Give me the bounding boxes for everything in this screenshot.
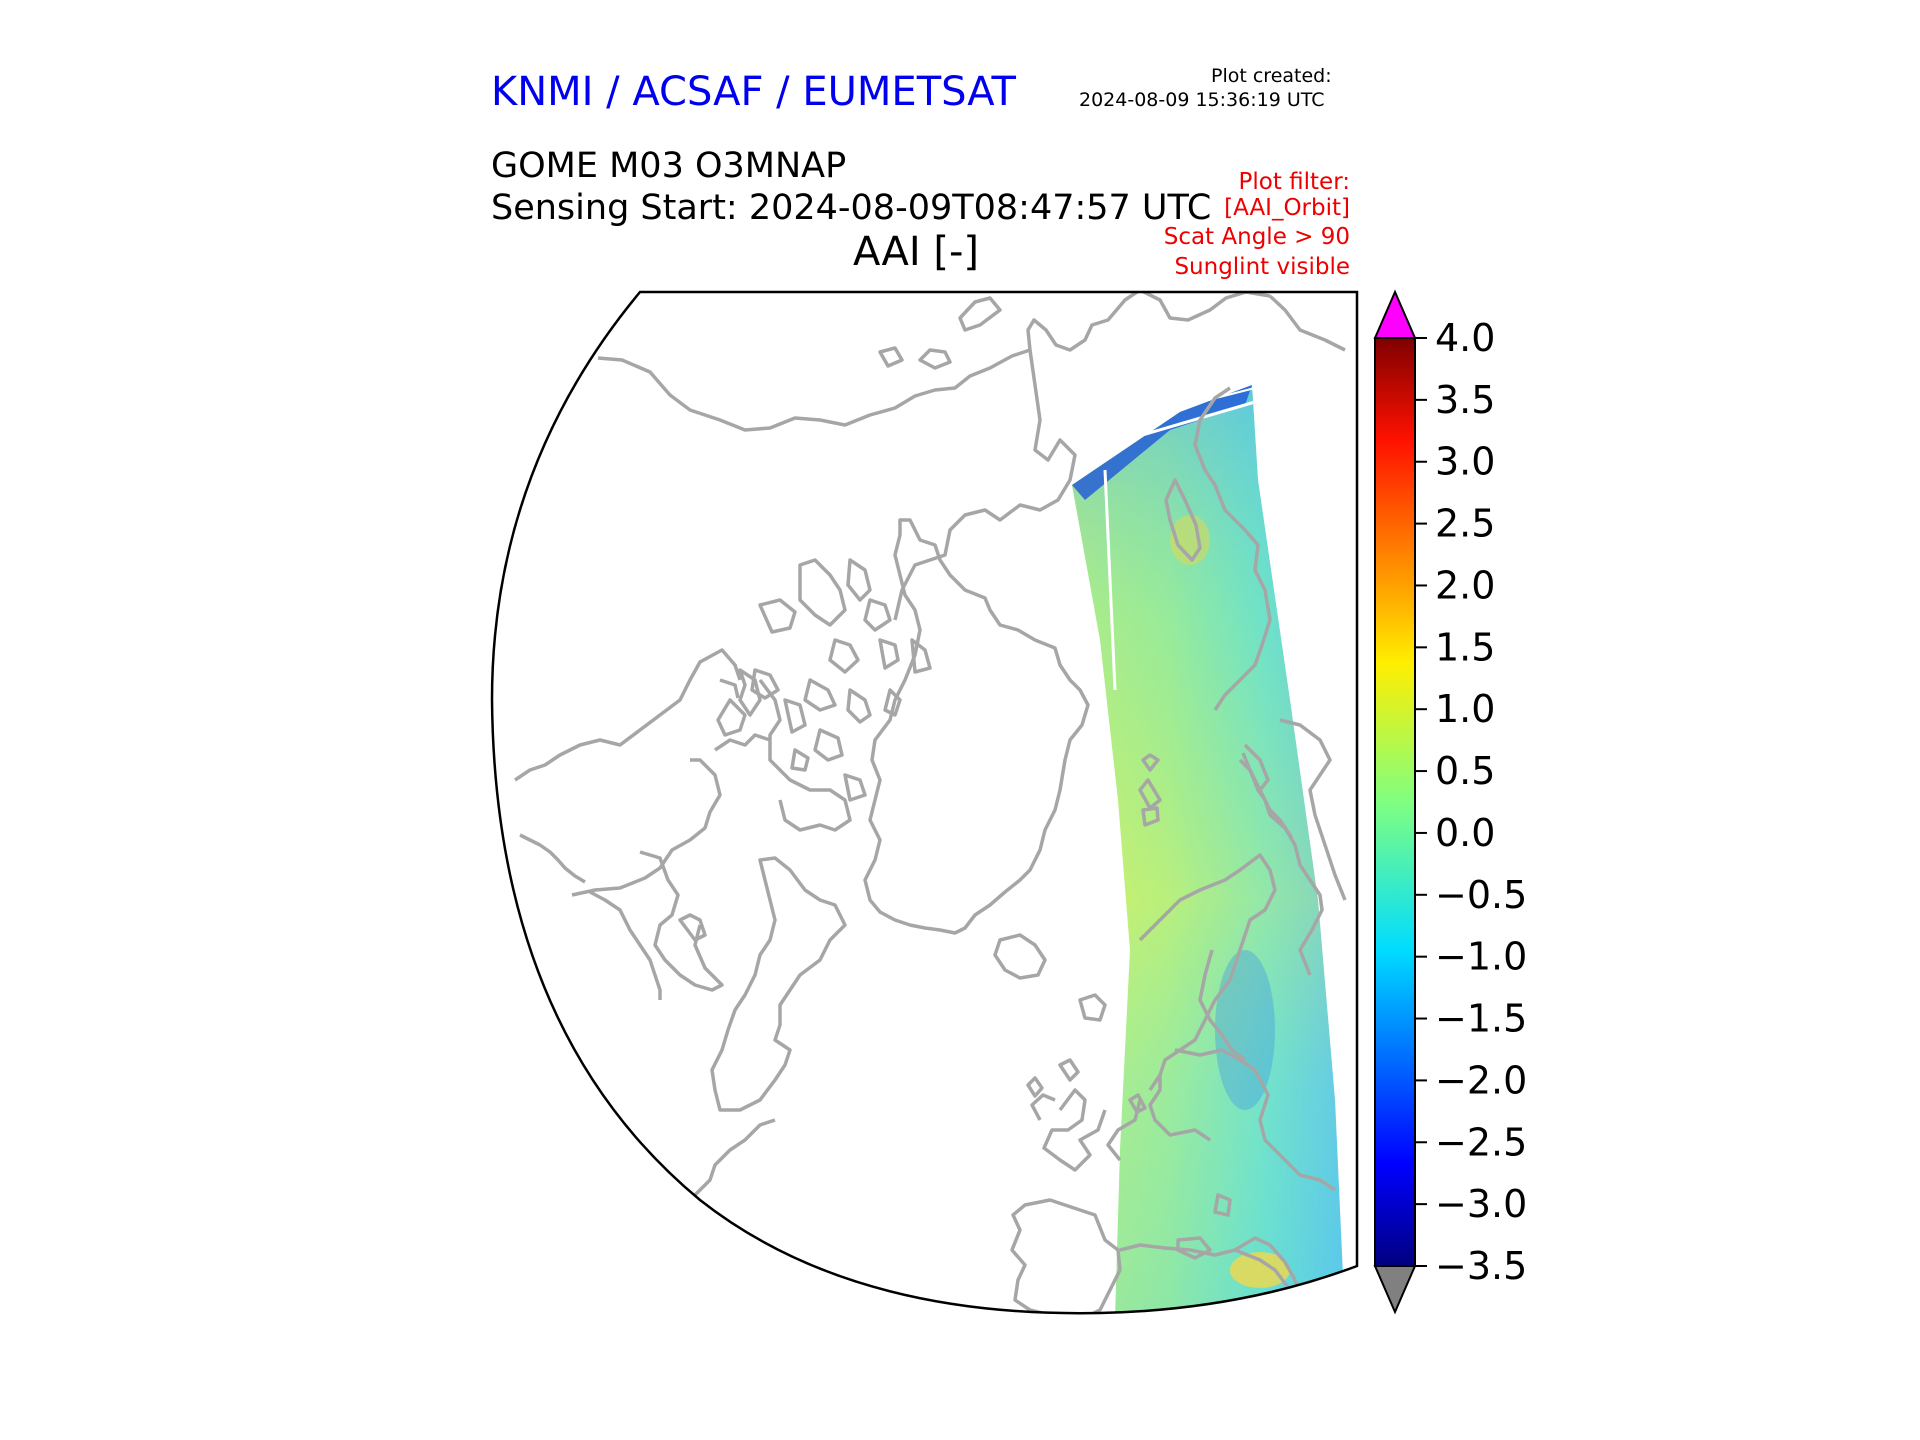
colorbar-tick-label: −1.5 xyxy=(1435,997,1527,1041)
colorbar-tick-label: 0.5 xyxy=(1435,749,1495,793)
aai-swath xyxy=(1072,385,1345,1314)
colorbar-gradient xyxy=(1374,337,1416,1267)
colorbar-tick-label: −2.0 xyxy=(1435,1058,1527,1102)
colorbar: 4.0 3.5 3.0 2.5 2.0 1.5 1.0 0.5 0.0 −0.5 −1.0 −1.5 −… xyxy=(1373,289,1527,1315)
colorbar-tick-label: 2.0 xyxy=(1435,563,1495,607)
plot-filter-label: Plot filter: xyxy=(1238,169,1350,195)
colorbar-ticks: 4.0 3.5 3.0 2.5 2.0 1.5 1.0 0.5 0.0 −0.5 −1.0 −1.5 −… xyxy=(1415,316,1527,1288)
colorbar-tick-label: −1.0 xyxy=(1435,935,1527,979)
map-boundary xyxy=(490,290,1359,1315)
colorbar-under-triangle xyxy=(1373,1265,1417,1315)
colorbar-tick-label: 3.0 xyxy=(1435,440,1495,484)
colorbar-over-triangle xyxy=(1373,289,1417,339)
product-title: GOME M03 O3MNAP xyxy=(491,146,847,186)
colorbar-tick-label: −3.5 xyxy=(1435,1244,1527,1288)
organization-title: KNMI / ACSAF / EUMETSAT xyxy=(491,69,1016,115)
coastlines xyxy=(514,292,1357,1314)
plot-created-label: Plot created: xyxy=(1211,65,1332,87)
colorbar-tick-label: −3.0 xyxy=(1435,1182,1527,1226)
colorbar-tick-label: −2.5 xyxy=(1435,1120,1527,1164)
sensing-start: Sensing Start: 2024-08-09T08:47:57 UTC xyxy=(491,188,1212,228)
colorbar-tick-label: 2.5 xyxy=(1435,502,1495,546)
plot-filter-scat-angle: Scat Angle > 90 xyxy=(1163,224,1350,250)
colorbar-tick-label: 0.0 xyxy=(1435,811,1495,855)
plot-filter-sunglint: Sunglint visible xyxy=(1174,254,1350,280)
colorbar-tick-label: 1.5 xyxy=(1435,625,1495,669)
variable-title: AAI [-] xyxy=(853,229,979,275)
map-area xyxy=(514,292,1357,1314)
colorbar-tick-label: 3.5 xyxy=(1435,378,1495,422)
plot-filter-name: [AAI_Orbit] xyxy=(1224,195,1350,221)
colorbar-tick-label: −0.5 xyxy=(1435,873,1527,917)
plot-created-timestamp: 2024-08-09 15:36:19 UTC xyxy=(1079,89,1325,111)
colorbar-tick-label: 4.0 xyxy=(1435,316,1495,360)
colorbar-tick-label: 1.0 xyxy=(1435,687,1495,731)
